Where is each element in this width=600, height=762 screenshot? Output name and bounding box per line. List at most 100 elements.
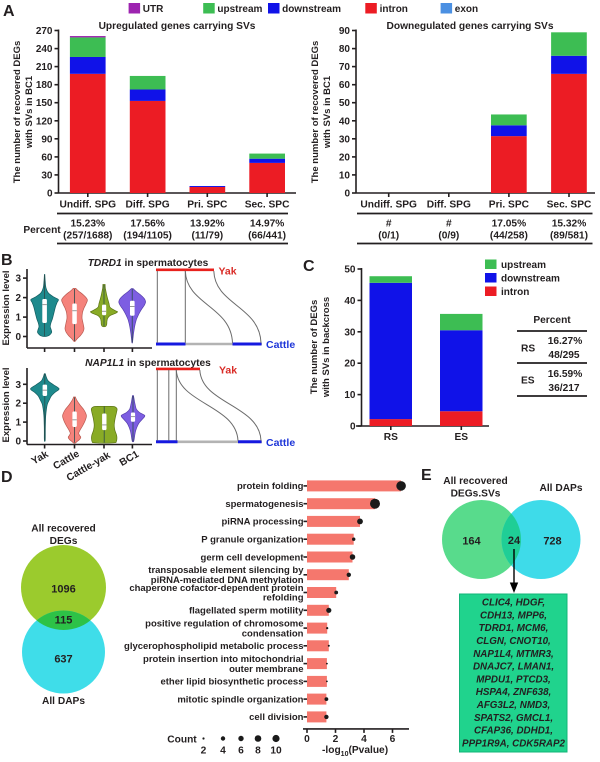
svg-text:1: 1 xyxy=(15,313,21,324)
svg-text:2: 2 xyxy=(201,746,207,757)
svg-text:flagellated sperm motility: flagellated sperm motility xyxy=(189,606,304,617)
svg-text:70: 70 xyxy=(339,62,351,73)
svg-text:C: C xyxy=(303,258,315,275)
svg-text:50: 50 xyxy=(339,98,351,109)
svg-text:180: 180 xyxy=(36,80,53,91)
svg-text:Diff. SPG: Diff. SPG xyxy=(427,200,471,211)
svg-text:Expression level: Expression level xyxy=(1,271,12,346)
svg-text:Yak: Yak xyxy=(30,449,51,467)
svg-text:Yak: Yak xyxy=(219,365,237,377)
svg-text:1096: 1096 xyxy=(51,584,75,596)
svg-text:The number of DEGs: The number of DEGs xyxy=(309,300,320,394)
svg-text:upstream: upstream xyxy=(501,260,546,271)
svg-text:D: D xyxy=(1,469,13,486)
svg-text:15.32%: 15.32% xyxy=(552,219,587,230)
svg-text:(89/581): (89/581) xyxy=(550,231,588,242)
svg-text:DEGs.SVs: DEGs.SVs xyxy=(451,489,501,500)
svg-text:17.56%: 17.56% xyxy=(130,219,165,230)
svg-text:piRNA processing: piRNA processing xyxy=(222,517,304,528)
svg-text:10: 10 xyxy=(339,170,351,181)
svg-text:Undiff. SPG: Undiff. SPG xyxy=(60,200,117,211)
svg-text:Cattle: Cattle xyxy=(266,437,295,449)
svg-text:30: 30 xyxy=(339,134,351,145)
svg-text:637: 637 xyxy=(54,654,72,666)
svg-text:DEGs: DEGs xyxy=(50,536,78,547)
svg-text:115: 115 xyxy=(55,615,73,627)
svg-text:Yak: Yak xyxy=(219,266,237,278)
svg-text:Cattle: Cattle xyxy=(266,339,295,351)
svg-text:20: 20 xyxy=(344,359,356,370)
svg-text:CLGN, CNOT10,: CLGN, CNOT10, xyxy=(476,636,551,647)
svg-text:2: 2 xyxy=(15,399,21,410)
svg-text:Percent: Percent xyxy=(23,225,61,236)
svg-text:TDRD1 in spermatocytes: TDRD1 in spermatocytes xyxy=(88,258,209,269)
svg-text:piRNA-mediated DNA methylation: piRNA-mediated DNA methylation xyxy=(151,575,304,586)
svg-text:Undiff. SPG: Undiff. SPG xyxy=(360,200,417,211)
svg-text:TDRD1, MCM6,: TDRD1, MCM6, xyxy=(479,623,549,634)
svg-text:60: 60 xyxy=(41,152,53,163)
svg-text:UTR: UTR xyxy=(143,4,164,15)
svg-text:Expression level: Expression level xyxy=(1,368,12,443)
svg-text:mitotic spindle organization: mitotic spindle organization xyxy=(177,694,303,705)
svg-text:(44/258): (44/258) xyxy=(490,231,528,242)
svg-text:120: 120 xyxy=(36,116,53,127)
svg-text:36/217: 36/217 xyxy=(548,383,579,394)
svg-text:13.92%: 13.92% xyxy=(190,219,225,230)
svg-text:with SVs in backcross: with SVs in backcross xyxy=(321,297,332,398)
svg-text:MPDU1, PTCD3,: MPDU1, PTCD3, xyxy=(476,674,551,685)
svg-text:cell division: cell division xyxy=(249,712,304,723)
svg-text:Count: Count xyxy=(167,735,197,746)
svg-text:exon: exon xyxy=(455,4,478,15)
svg-text:NAP1L1 in spermatocytes: NAP1L1 in spermatocytes xyxy=(85,358,211,369)
svg-text:6: 6 xyxy=(238,746,244,757)
svg-text:0: 0 xyxy=(304,734,310,745)
svg-text:16.27%: 16.27% xyxy=(548,336,583,347)
svg-text:B: B xyxy=(1,252,13,269)
svg-text:90: 90 xyxy=(41,134,53,145)
svg-text:germ cell development: germ cell development xyxy=(201,552,305,563)
svg-text:270: 270 xyxy=(36,26,53,37)
svg-text:Diff. SPG: Diff. SPG xyxy=(126,200,170,211)
svg-text:(194/1105): (194/1105) xyxy=(123,231,172,242)
svg-text:-log10(Pvalue): -log10(Pvalue) xyxy=(322,745,388,758)
svg-text:Downegulated genes carrying SV: Downegulated genes carrying SVs xyxy=(386,21,553,32)
svg-text:2: 2 xyxy=(15,293,21,304)
svg-text:transposable element silencing: transposable element silencing by xyxy=(148,565,304,576)
svg-text:Percent: Percent xyxy=(533,315,571,326)
svg-text:48/295: 48/295 xyxy=(548,350,579,361)
svg-text:1: 1 xyxy=(15,418,21,429)
svg-text:(0/9): (0/9) xyxy=(438,231,459,242)
svg-text:240: 240 xyxy=(36,44,53,55)
svg-text:glycerophospholipid metabolic: glycerophospholipid metabolic process xyxy=(124,641,303,652)
svg-text:protein insertion into mitocho: protein insertion into mitochondrial xyxy=(143,654,303,665)
svg-text:30: 30 xyxy=(41,170,53,181)
svg-text:All recovered: All recovered xyxy=(31,524,96,535)
svg-text:ES: ES xyxy=(521,376,535,387)
svg-text:30: 30 xyxy=(344,327,356,338)
svg-text:SPATS2, GMCL1,: SPATS2, GMCL1, xyxy=(474,713,553,724)
svg-text:outer membrane: outer membrane xyxy=(229,664,303,675)
svg-text:ether lipid biosynthetic proce: ether lipid biosynthetic process xyxy=(160,677,303,688)
svg-text:10: 10 xyxy=(270,746,282,757)
svg-text:E: E xyxy=(421,467,432,484)
svg-text:CDH13, MPP6,: CDH13, MPP6, xyxy=(480,610,547,621)
svg-text:20: 20 xyxy=(339,152,351,163)
svg-text:DNAJC7, LMAN1,: DNAJC7, LMAN1, xyxy=(473,662,554,673)
svg-text:Upregulated genes carrying SVs: Upregulated genes carrying SVs xyxy=(99,21,256,32)
svg-text:intron: intron xyxy=(501,287,529,298)
svg-text:(257/1688): (257/1688) xyxy=(63,231,112,242)
svg-text:All DAPs: All DAPs xyxy=(42,696,85,707)
svg-text:All recovered: All recovered xyxy=(443,476,508,487)
svg-text:2: 2 xyxy=(333,734,339,745)
svg-text:BC1: BC1 xyxy=(118,449,141,469)
svg-text:P granule organization: P granule organization xyxy=(201,535,303,546)
svg-text:(0/1): (0/1) xyxy=(378,231,399,242)
svg-text:A: A xyxy=(3,3,15,20)
svg-text:0: 0 xyxy=(350,422,356,433)
svg-text:6: 6 xyxy=(390,734,396,745)
svg-text:PPP1R9A, CDK5RAP2: PPP1R9A, CDK5RAP2 xyxy=(462,739,565,750)
svg-text:The number of recovered DEGs: The number of recovered DEGs xyxy=(12,41,23,184)
svg-text:50: 50 xyxy=(344,265,356,276)
svg-text:Pri. SPC: Pri. SPC xyxy=(489,200,530,211)
svg-text:with SVs in BC1: with SVs in BC1 xyxy=(24,75,35,149)
